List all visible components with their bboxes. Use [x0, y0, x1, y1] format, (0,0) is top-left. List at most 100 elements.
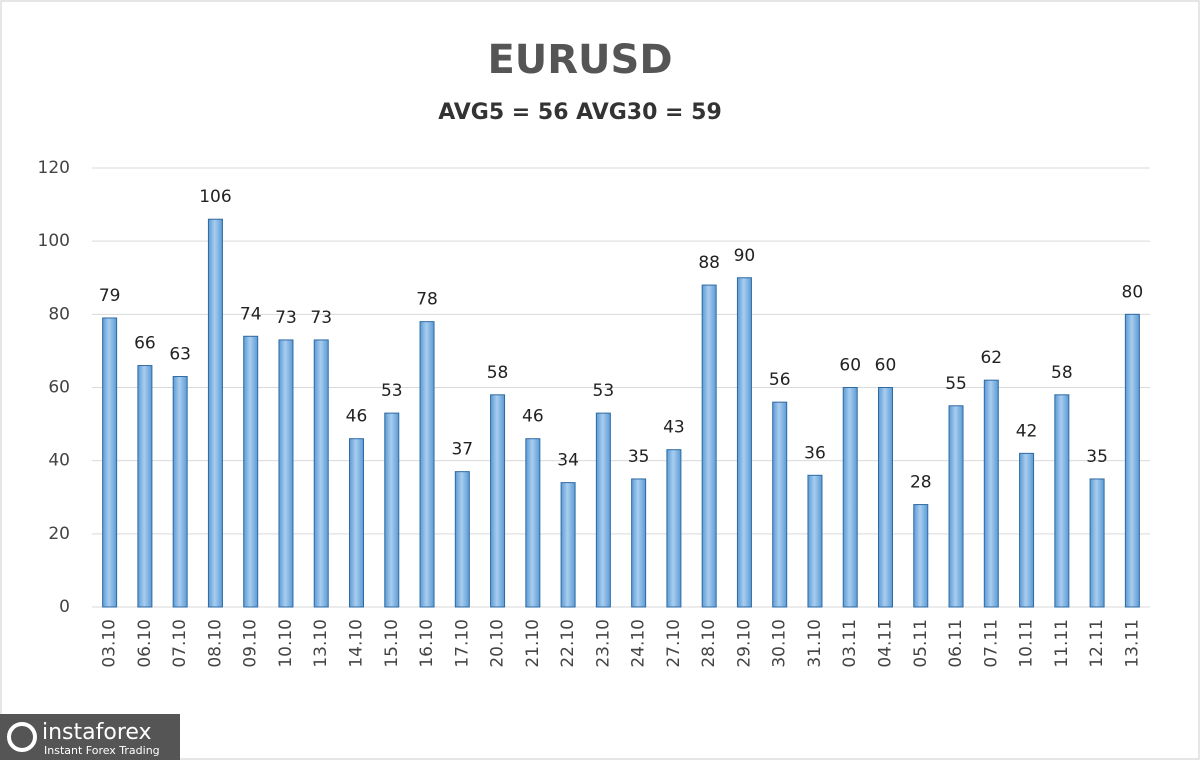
x-tick-label: 16.10 [417, 619, 437, 668]
value-label: 43 [663, 418, 685, 438]
x-tick-label: 13.11 [1122, 619, 1142, 668]
bar [560, 482, 576, 608]
x-tick-label: 05.11 [911, 619, 931, 668]
bar [490, 394, 506, 608]
bar [207, 218, 223, 608]
x-tick-label: 07.11 [981, 619, 1001, 668]
x-tick-label: 24.10 [629, 619, 649, 668]
x-tick-label: 21.10 [523, 619, 543, 668]
value-label: 46 [522, 407, 544, 427]
x-tick-label: 20.10 [488, 619, 508, 668]
y-tick-label: 60 [48, 378, 70, 398]
value-label: 60 [875, 356, 897, 376]
bar [701, 284, 717, 608]
bar [736, 277, 752, 608]
value-label: 53 [593, 381, 615, 401]
value-label: 46 [346, 407, 368, 427]
value-label: 42 [1016, 421, 1038, 441]
bar [454, 471, 470, 608]
y-tick-label: 40 [48, 451, 70, 471]
value-label: 28 [910, 473, 932, 493]
value-label: 73 [310, 308, 332, 328]
logo-tagline: Instant Forex Trading [44, 744, 160, 757]
x-tick-label: 31.10 [805, 619, 825, 668]
bar [948, 405, 964, 608]
value-label: 53 [381, 381, 403, 401]
x-tick-label: 12.11 [1087, 619, 1107, 668]
bar [243, 335, 259, 608]
value-label: 63 [169, 345, 191, 365]
value-label: 58 [487, 363, 509, 383]
x-tick-label: 27.10 [664, 619, 684, 668]
bar [595, 412, 611, 608]
bar [384, 412, 400, 608]
value-label: 88 [698, 253, 720, 273]
value-label: 60 [839, 356, 861, 376]
x-tick-label: 15.10 [382, 619, 402, 668]
x-tick-label: 30.10 [770, 619, 790, 668]
value-label: 90 [734, 246, 756, 266]
value-label: 79 [99, 286, 121, 306]
bar [631, 478, 647, 608]
x-tick-label: 06.10 [135, 619, 155, 668]
bar [525, 438, 541, 608]
y-tick-label: 80 [48, 304, 70, 324]
x-tick-label: 03.11 [840, 619, 860, 668]
bar [913, 504, 929, 608]
bar [983, 379, 999, 608]
bar [419, 321, 435, 608]
x-tick-label: 17.10 [452, 619, 472, 668]
x-tick-label: 09.10 [241, 619, 261, 668]
logo: instaforex Instant Forex Trading [0, 714, 180, 760]
logo-icon [7, 722, 37, 752]
bar [172, 376, 188, 608]
logo-brand: instaforex [42, 720, 152, 745]
bar [666, 449, 682, 608]
value-label: 78 [416, 290, 438, 310]
bar [349, 438, 364, 608]
value-label: 80 [1122, 282, 1144, 302]
x-tick-label: 22.10 [558, 619, 578, 668]
bar [137, 365, 153, 608]
y-tick-label: 100 [38, 231, 70, 251]
bar [1054, 394, 1070, 608]
value-label: 37 [451, 440, 473, 460]
x-tick-label: 07.10 [170, 619, 190, 668]
value-label: 58 [1051, 363, 1073, 383]
x-tick-label: 11.11 [1052, 619, 1072, 668]
x-tick-label: 23.10 [593, 619, 613, 668]
x-tick-label: 13.10 [311, 619, 331, 668]
x-tick-label: 29.10 [734, 619, 754, 668]
bar [278, 339, 294, 608]
value-label: 34 [557, 451, 579, 471]
bar [102, 317, 118, 608]
x-tick-label: 06.11 [946, 619, 966, 668]
logo-box [0, 714, 180, 760]
bar [772, 401, 788, 608]
value-label: 36 [804, 443, 826, 463]
bar [842, 387, 858, 608]
value-label: 62 [980, 348, 1002, 368]
x-tick-label: 04.11 [876, 619, 896, 668]
value-label: 35 [628, 447, 650, 467]
x-tick-label: 08.10 [205, 619, 225, 668]
bar [313, 339, 329, 608]
value-label: 56 [769, 370, 791, 390]
y-tick-label: 0 [59, 597, 70, 617]
bar [1019, 452, 1035, 608]
value-label: 73 [275, 308, 297, 328]
bar [1089, 478, 1105, 608]
value-label: 66 [134, 334, 156, 354]
chart-subtitle: AVG5 = 56 AVG30 = 59 [438, 100, 722, 125]
bar [807, 474, 823, 608]
x-tick-label: 14.10 [347, 619, 367, 668]
value-label: 55 [945, 374, 967, 394]
y-tick-label: 120 [38, 158, 70, 178]
x-tick-label: 28.10 [699, 619, 719, 668]
value-label: 35 [1086, 447, 1108, 467]
x-tick-label: 10.11 [1017, 619, 1037, 668]
bar [878, 387, 893, 608]
y-tick-label: 20 [48, 524, 70, 544]
